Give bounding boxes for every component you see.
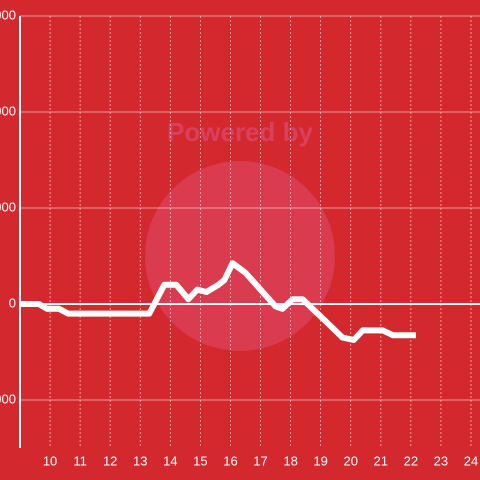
x-tick-label: 13 (133, 453, 147, 468)
x-tick-label: 20 (343, 453, 357, 468)
x-tick-label: 21 (374, 453, 388, 468)
x-tick-label: 16 (223, 453, 237, 468)
x-tick-label: 22 (404, 453, 418, 468)
x-tick-label: 24 (464, 453, 478, 468)
y-tick-label: 2,000 (0, 199, 16, 214)
x-tick-label: 12 (103, 453, 117, 468)
y-tick-label: 0 (9, 295, 16, 310)
x-tick-label: 10 (43, 453, 57, 468)
x-tick-label: 11 (73, 453, 87, 468)
line (20, 260, 416, 343)
y-tick-label: -2,000 (0, 391, 16, 406)
watermark-logo (145, 161, 335, 351)
x-tick-label: 23 (434, 453, 448, 468)
x-tick-label: 17 (253, 453, 267, 468)
y-tick-label: 6,000 (0, 7, 16, 22)
x-tick-label: 19 (313, 453, 327, 468)
x-tick-label: 15 (193, 453, 207, 468)
x-tick-label: 14 (163, 453, 177, 468)
watermark: Powered by (167, 117, 313, 147)
x-tick-label: 18 (283, 453, 297, 468)
y-tick-label: 4,000 (0, 103, 16, 118)
